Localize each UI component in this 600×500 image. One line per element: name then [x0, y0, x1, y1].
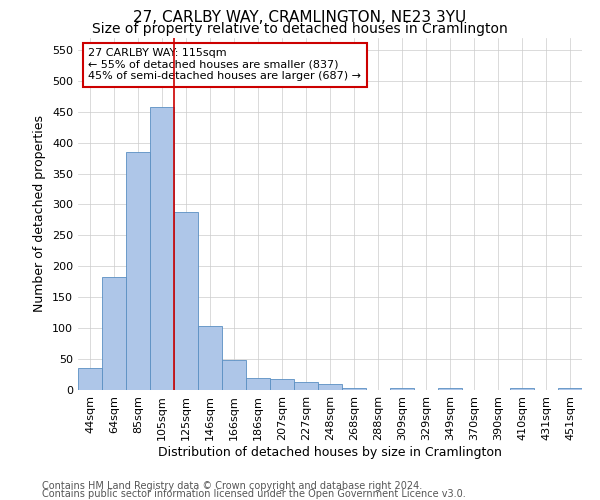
Bar [342, 388, 366, 390]
Bar [246, 378, 270, 390]
Text: 27 CARLBY WAY: 115sqm
← 55% of detached houses are smaller (837)
45% of semi-det: 27 CARLBY WAY: 115sqm ← 55% of detached … [88, 48, 361, 82]
Bar [198, 326, 222, 390]
Bar [438, 388, 462, 390]
Y-axis label: Number of detached properties: Number of detached properties [34, 116, 46, 312]
Bar [126, 152, 150, 390]
X-axis label: Distribution of detached houses by size in Cramlington: Distribution of detached houses by size … [158, 446, 502, 458]
Bar [558, 388, 582, 390]
Bar [294, 382, 318, 390]
Bar [102, 277, 126, 390]
Bar [222, 360, 246, 390]
Text: Contains public sector information licensed under the Open Government Licence v3: Contains public sector information licen… [42, 489, 466, 499]
Bar [270, 379, 294, 390]
Text: Size of property relative to detached houses in Cramlington: Size of property relative to detached ho… [92, 22, 508, 36]
Bar [390, 388, 414, 390]
Text: Contains HM Land Registry data © Crown copyright and database right 2024.: Contains HM Land Registry data © Crown c… [42, 481, 422, 491]
Bar [510, 388, 534, 390]
Text: 27, CARLBY WAY, CRAMLINGTON, NE23 3YU: 27, CARLBY WAY, CRAMLINGTON, NE23 3YU [133, 10, 467, 25]
Bar [174, 212, 198, 390]
Bar [150, 108, 174, 390]
Bar [318, 384, 342, 390]
Bar [78, 368, 102, 390]
